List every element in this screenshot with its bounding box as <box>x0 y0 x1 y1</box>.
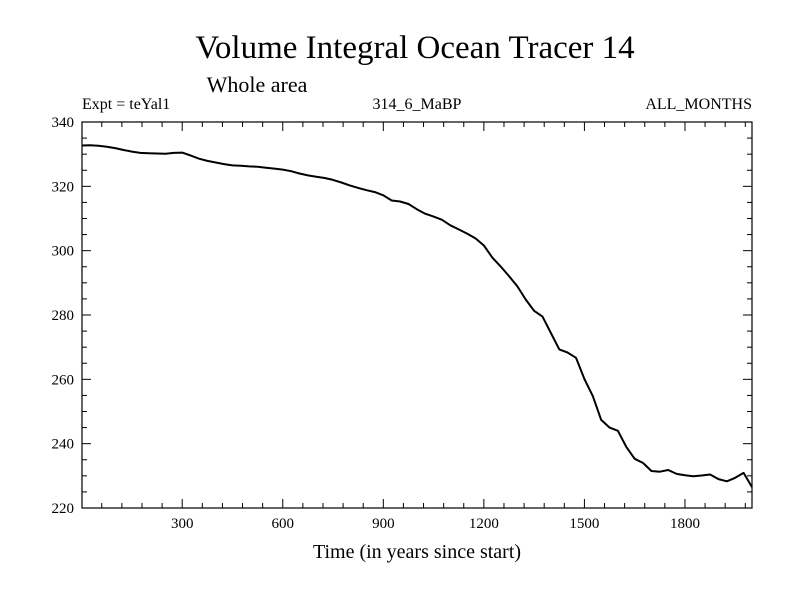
data-series-line <box>81 144 753 488</box>
chart-title: Volume Integral Ocean Tracer 14 <box>195 30 634 66</box>
y-tick-label: 240 <box>52 437 75 453</box>
y-tick-label: 260 <box>52 372 75 388</box>
experiment-label: Expt = teYal1 <box>82 96 170 113</box>
x-axis-ticks: 300 600 900 1200 1500 1800 <box>101 122 746 532</box>
x-axis-title: Time (in years since start) <box>313 541 521 563</box>
x-tick-label: 300 <box>171 516 194 532</box>
x-tick-label: 600 <box>272 516 295 532</box>
x-tick-label: 1800 <box>670 516 700 532</box>
x-tick-label: 1500 <box>569 516 599 532</box>
y-tick-label: 300 <box>52 244 75 260</box>
x-tick-label: 1200 <box>469 516 499 532</box>
y-tick-label: 280 <box>52 308 75 324</box>
chart-subtitle: Whole area <box>207 72 308 97</box>
period-label: 314_6_MaBP <box>373 96 462 113</box>
x-tick-label: 900 <box>372 516 395 532</box>
months-label: ALL_MONTHS <box>645 96 752 113</box>
y-tick-label: 340 <box>52 115 75 131</box>
y-tick-label: 220 <box>52 501 75 517</box>
y-tick-label: 320 <box>52 179 75 195</box>
y-axis-ticks: 220 240 260 280 300 320 340 <box>52 115 752 517</box>
plot-frame <box>81 121 753 509</box>
